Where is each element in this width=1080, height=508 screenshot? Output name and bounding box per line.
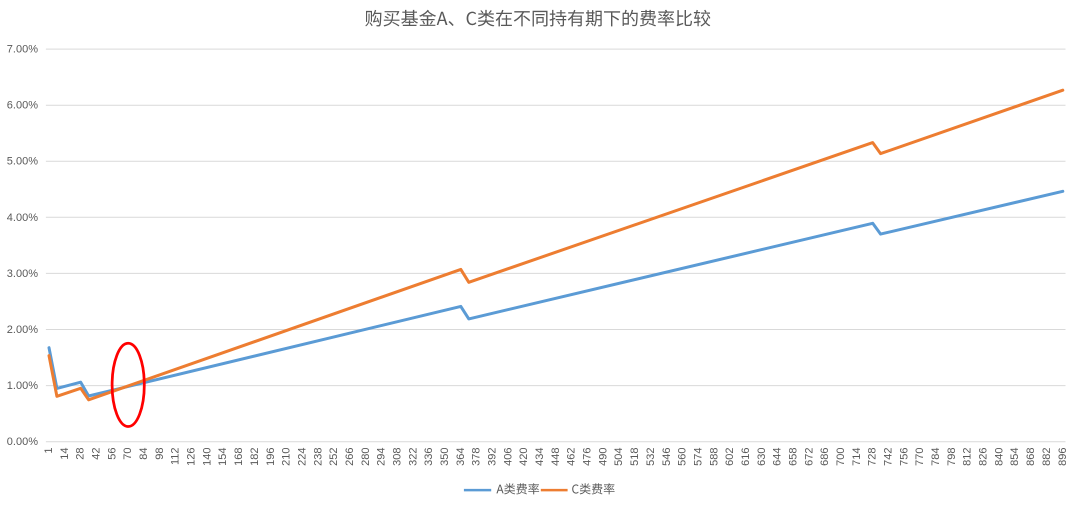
svg-text:182: 182 <box>249 448 261 466</box>
svg-text:308: 308 <box>392 448 404 466</box>
svg-text:5.00%: 5.00% <box>7 156 38 168</box>
svg-text:56: 56 <box>106 448 118 460</box>
svg-text:476: 476 <box>582 448 594 466</box>
svg-text:266: 266 <box>344 448 356 466</box>
svg-text:154: 154 <box>217 448 229 466</box>
svg-text:854: 854 <box>1009 447 1021 465</box>
svg-text:0.00%: 0.00% <box>7 436 38 448</box>
svg-text:350: 350 <box>439 448 451 466</box>
svg-text:826: 826 <box>978 448 990 466</box>
svg-text:1.00%: 1.00% <box>7 380 38 392</box>
svg-text:868: 868 <box>1025 448 1037 466</box>
svg-text:896: 896 <box>1057 448 1069 466</box>
svg-text:728: 728 <box>867 448 879 466</box>
svg-text:616: 616 <box>740 448 752 466</box>
svg-text:798: 798 <box>946 448 958 466</box>
svg-text:224: 224 <box>296 448 308 466</box>
svg-text:840: 840 <box>993 448 1005 466</box>
svg-text:28: 28 <box>75 448 87 460</box>
svg-text:882: 882 <box>1041 448 1053 466</box>
svg-text:6.00%: 6.00% <box>7 100 38 112</box>
svg-text:700: 700 <box>835 448 847 466</box>
svg-text:364: 364 <box>455 448 467 466</box>
svg-text:448: 448 <box>550 448 562 466</box>
svg-text:770: 770 <box>914 448 926 466</box>
svg-text:504: 504 <box>613 448 625 466</box>
svg-text:280: 280 <box>360 448 372 466</box>
svg-text:546: 546 <box>661 448 673 466</box>
svg-text:812: 812 <box>962 448 974 466</box>
svg-text:168: 168 <box>233 448 245 466</box>
svg-text:252: 252 <box>328 448 340 466</box>
svg-text:378: 378 <box>471 448 483 466</box>
svg-text:336: 336 <box>423 448 435 466</box>
svg-text:322: 322 <box>407 448 419 466</box>
svg-text:714: 714 <box>851 448 863 466</box>
svg-text:490: 490 <box>597 448 609 466</box>
svg-text:4.00%: 4.00% <box>7 212 38 224</box>
svg-text:14: 14 <box>59 448 71 460</box>
svg-text:588: 588 <box>708 448 720 466</box>
svg-text:420: 420 <box>518 448 530 466</box>
svg-text:574: 574 <box>692 448 704 466</box>
svg-text:434: 434 <box>534 448 546 466</box>
svg-text:126: 126 <box>186 448 198 466</box>
svg-text:644: 644 <box>772 448 784 466</box>
svg-text:7.00%: 7.00% <box>7 44 38 56</box>
svg-text:658: 658 <box>788 448 800 466</box>
svg-text:196: 196 <box>265 448 277 466</box>
svg-text:630: 630 <box>756 448 768 466</box>
svg-text:98: 98 <box>154 448 166 460</box>
svg-text:742: 742 <box>883 448 895 466</box>
svg-text:672: 672 <box>803 448 815 466</box>
svg-text:392: 392 <box>487 448 499 466</box>
svg-text:238: 238 <box>312 448 324 466</box>
svg-text:140: 140 <box>201 448 213 466</box>
svg-text:294: 294 <box>376 448 388 466</box>
svg-text:406: 406 <box>502 448 514 466</box>
svg-text:42: 42 <box>91 448 103 460</box>
svg-text:602: 602 <box>724 448 736 466</box>
svg-text:532: 532 <box>645 448 657 466</box>
svg-text:686: 686 <box>819 448 831 466</box>
svg-text:560: 560 <box>677 448 689 466</box>
svg-text:2.00%: 2.00% <box>7 324 38 336</box>
svg-text:112: 112 <box>170 448 182 466</box>
svg-text:462: 462 <box>566 448 578 466</box>
svg-text:1: 1 <box>43 448 55 454</box>
svg-text:70: 70 <box>122 448 134 460</box>
svg-text:756: 756 <box>898 448 910 466</box>
svg-text:784: 784 <box>930 448 942 466</box>
svg-text:518: 518 <box>629 448 641 466</box>
svg-text:3.00%: 3.00% <box>7 268 38 280</box>
svg-text:210: 210 <box>281 448 293 466</box>
svg-text:84: 84 <box>138 448 150 460</box>
